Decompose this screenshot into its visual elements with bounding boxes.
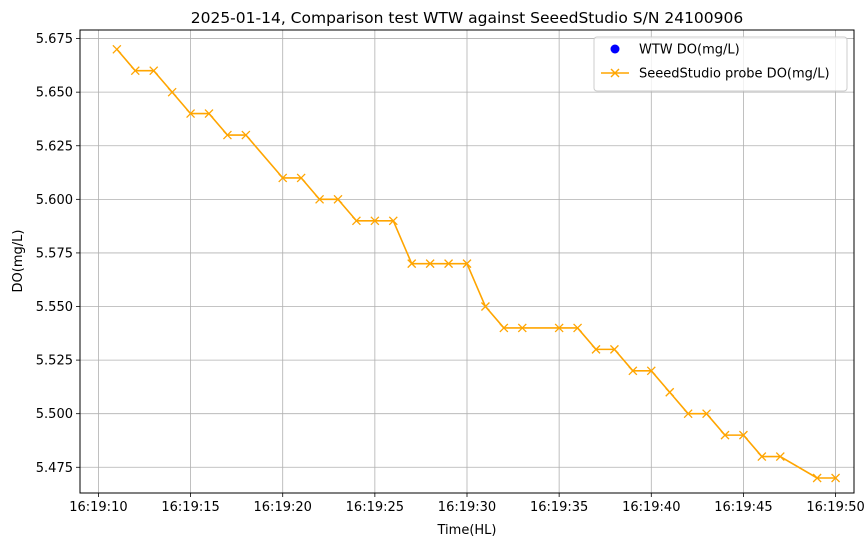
x-tick-label: 16:19:10 xyxy=(69,500,127,515)
x-tick-label: 16:19:40 xyxy=(622,500,680,515)
x-tick-label: 16:19:50 xyxy=(806,500,864,515)
data-point-x-marker xyxy=(738,430,748,440)
y-tick-label: 5.675 xyxy=(36,32,73,47)
data-point-x-marker xyxy=(130,66,140,76)
data-point-x-marker xyxy=(241,130,251,140)
data-point-x-marker xyxy=(315,194,325,204)
data-point-x-marker xyxy=(278,173,288,183)
data-point-x-marker xyxy=(683,409,693,419)
series-layer xyxy=(112,44,841,483)
legend: WTW DO(mg/L) SeeedStudio probe DO(mg/L) xyxy=(593,36,848,92)
y-tick-label: 5.575 xyxy=(36,246,73,261)
data-point-x-marker xyxy=(444,259,454,269)
x-tick-label: 16:19:30 xyxy=(438,500,496,515)
data-point-x-marker xyxy=(149,66,159,76)
y-tick-label: 5.650 xyxy=(36,86,73,101)
y-axis: 5.475 5.500 5.525 5.550 5.575 5.600 5.625 5.650… xyxy=(36,32,80,476)
data-point-x-marker xyxy=(573,323,583,333)
legend-box xyxy=(593,36,848,92)
data-point-x-marker xyxy=(499,323,509,333)
data-point-x-marker xyxy=(720,430,730,440)
data-point-x-marker xyxy=(425,259,435,269)
data-point-x-marker xyxy=(167,87,177,97)
data-point-x-marker xyxy=(609,344,619,354)
x-tick-label: 16:19:20 xyxy=(254,500,312,515)
data-point-x-marker xyxy=(517,323,527,333)
data-point-x-marker xyxy=(628,366,638,376)
data-point-x-marker xyxy=(333,194,343,204)
data-point-x-marker xyxy=(591,344,601,354)
x-axis-label: Time(HL) xyxy=(437,523,497,538)
data-point-x-marker xyxy=(775,452,785,462)
x-tick-label: 16:19:25 xyxy=(346,500,404,515)
legend-marker-wtw xyxy=(610,44,620,54)
data-point-x-marker xyxy=(222,130,232,140)
data-point-x-marker xyxy=(812,473,822,483)
x-axis: 16:19:10 16:19:15 16:19:20 16:19:25 16:19:30… xyxy=(69,493,864,515)
data-point-x-marker xyxy=(480,302,490,311)
data-point-x-marker xyxy=(296,173,306,183)
grid-lines xyxy=(80,30,854,493)
data-point-x-marker xyxy=(186,109,196,119)
y-tick-label: 5.500 xyxy=(36,407,73,422)
y-tick-label: 5.550 xyxy=(36,300,73,315)
data-point-x-marker xyxy=(388,216,398,226)
legend-label-seeed: SeeedStudio probe DO(mg/L) xyxy=(639,67,830,82)
y-tick-label: 5.625 xyxy=(36,139,73,154)
chart-title: 2025-01-14, Comparison test WTW against … xyxy=(191,9,744,27)
data-point-x-marker xyxy=(702,409,712,419)
data-point-x-marker xyxy=(204,109,214,119)
y-tick-label: 5.475 xyxy=(36,461,73,476)
y-axis-label: DO(mg/L) xyxy=(11,230,26,293)
data-point-x-marker xyxy=(665,387,675,397)
legend-marker-seeed xyxy=(610,68,620,78)
data-point-x-marker xyxy=(112,44,122,54)
data-point-x-marker xyxy=(370,216,380,226)
data-point-x-marker xyxy=(646,366,656,376)
legend-label-wtw: WTW DO(mg/L) xyxy=(639,43,740,58)
y-tick-label: 5.600 xyxy=(36,193,73,208)
data-point-x-marker xyxy=(554,323,564,333)
x-tick-label: 16:19:15 xyxy=(161,500,219,515)
data-point-x-marker xyxy=(407,259,417,269)
x-tick-label: 16:19:35 xyxy=(530,500,588,515)
data-point-x-marker xyxy=(351,216,361,226)
data-point-x-marker xyxy=(462,259,472,269)
y-tick-label: 5.525 xyxy=(36,354,73,369)
data-point-x-marker xyxy=(831,473,841,483)
data-point-x-marker xyxy=(757,452,767,462)
x-tick-label: 16:19:45 xyxy=(714,500,772,515)
